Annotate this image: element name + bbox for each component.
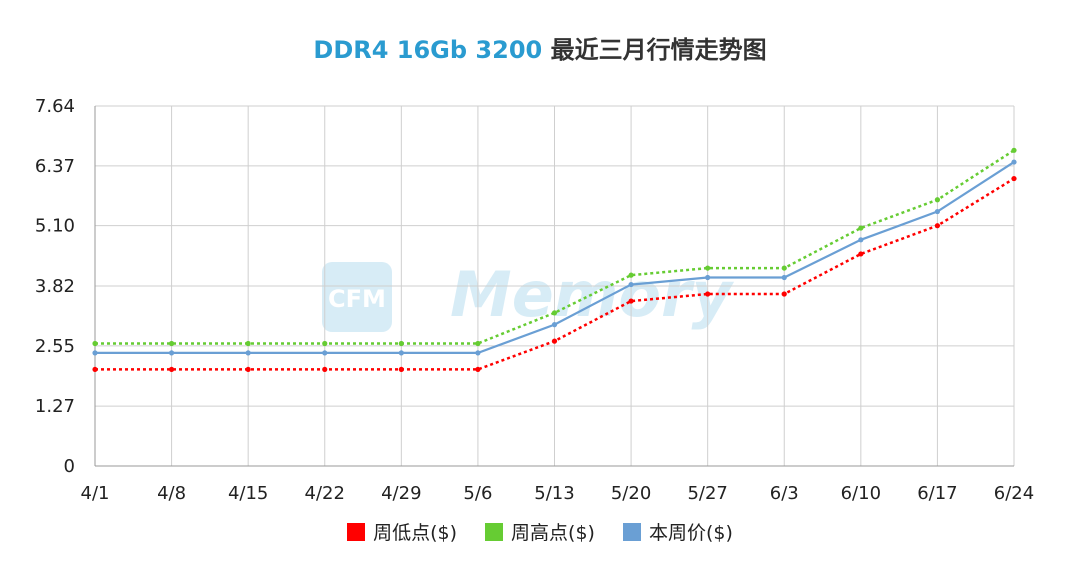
legend-label: 本周价($) — [648, 522, 733, 544]
legend-item[interactable]: 本周价($) — [622, 518, 733, 545]
chart-legend: 周低点($) 周高点($) 本周价($) — [0, 518, 1080, 545]
x-tick-label: 4/22 — [305, 483, 345, 504]
y-tick-label: 0 — [64, 456, 75, 477]
y-tick-label: 5.10 — [35, 216, 75, 237]
chart-title: DDR4 16Gb 3200 最近三月行情走势图 — [0, 30, 1080, 65]
data-point — [858, 225, 864, 231]
data-point — [92, 340, 98, 347]
y-tick-label: 3.82 — [35, 276, 75, 297]
chart-title-highlight: DDR4 16Gb 3200 — [313, 36, 543, 64]
y-tick-label: 1.27 — [35, 396, 75, 417]
x-tick-label: 5/27 — [687, 483, 727, 504]
data-point — [628, 281, 634, 288]
data-point — [168, 340, 175, 347]
legend-swatch — [485, 522, 504, 541]
legend-label: 周高点($) — [511, 522, 595, 544]
svg-text:CFM: CFM — [328, 285, 386, 313]
data-point — [92, 366, 98, 373]
chart-title-rest: 最近三月行情走势图 — [542, 36, 767, 64]
y-tick-label: 7.64 — [35, 96, 75, 117]
legend-item[interactable]: 周低点($) — [347, 518, 457, 545]
x-tick-label: 4/15 — [228, 483, 268, 504]
data-point — [168, 366, 175, 373]
x-tick-label: 5/13 — [534, 483, 574, 504]
data-point — [551, 310, 558, 316]
legend-item[interactable]: 周高点($) — [485, 518, 595, 545]
data-point — [781, 265, 787, 271]
data-point — [475, 350, 481, 356]
data-point — [398, 350, 404, 356]
data-point — [551, 338, 558, 344]
data-point — [398, 340, 404, 347]
legend-label: 周低点($) — [373, 522, 458, 544]
data-point — [628, 298, 634, 304]
data-point — [1011, 147, 1017, 153]
data-point — [705, 274, 711, 281]
data-point — [705, 291, 711, 297]
data-point — [934, 223, 941, 229]
x-tick-label: 5/6 — [463, 483, 492, 504]
x-tick-label: 4/29 — [381, 483, 421, 504]
x-tick-label: 4/1 — [81, 483, 110, 504]
data-point — [628, 272, 634, 278]
x-tick-label: 6/10 — [841, 483, 881, 504]
data-point — [934, 197, 941, 203]
data-point — [92, 350, 98, 356]
data-point — [781, 291, 787, 297]
x-tick-label: 6/17 — [917, 483, 957, 504]
legend-swatch — [622, 522, 641, 541]
data-point — [1011, 159, 1017, 165]
data-point — [322, 350, 328, 356]
data-point — [398, 366, 404, 373]
data-point — [934, 208, 941, 215]
data-point — [475, 366, 481, 373]
x-tick-label: 4/8 — [157, 483, 186, 504]
data-point — [322, 340, 328, 347]
data-point — [245, 350, 251, 356]
legend-swatch — [347, 522, 366, 541]
x-tick-label: 6/3 — [770, 483, 799, 504]
data-point — [322, 366, 328, 373]
watermark-logo: CFM Memory — [322, 258, 735, 332]
data-point — [781, 274, 787, 281]
data-point — [858, 251, 864, 257]
y-tick-label: 6.37 — [35, 156, 75, 177]
data-point — [705, 265, 711, 271]
data-point — [551, 322, 558, 328]
y-tick-label: 2.55 — [35, 336, 75, 357]
data-point — [1011, 175, 1017, 182]
data-point — [245, 340, 251, 347]
data-point — [245, 366, 251, 373]
x-tick-label: 5/20 — [611, 483, 651, 504]
data-point — [168, 350, 175, 356]
data-point — [858, 237, 864, 243]
data-point — [475, 340, 481, 347]
x-tick-label: 6/24 — [994, 483, 1034, 504]
